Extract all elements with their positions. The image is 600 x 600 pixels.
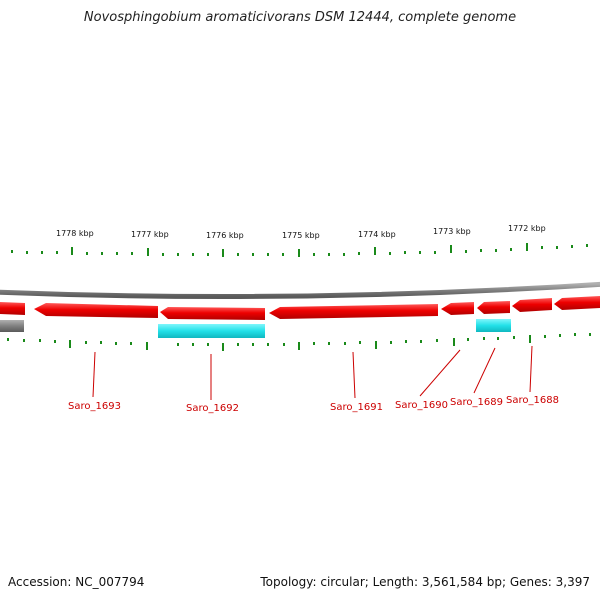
gene-arrow — [554, 296, 600, 310]
gene-arrow — [0, 302, 25, 315]
gene-arrow — [441, 302, 474, 315]
scale-label-1775: 1775 kbp — [282, 231, 320, 240]
scale-label-1776: 1776 kbp — [206, 231, 244, 240]
rna-feature — [476, 319, 511, 332]
accession-info: Accession: NC_007794 — [8, 575, 145, 589]
gene-arrow — [477, 301, 510, 314]
gene-arrow — [269, 304, 438, 319]
scale-label-1777: 1777 kbp — [131, 230, 169, 239]
lower-scale-ticks — [7, 333, 591, 351]
gene-track — [0, 296, 600, 320]
genome-backbone — [0, 281, 600, 299]
gene-label-saro-1688: Saro_1688 — [506, 395, 559, 406]
gene-label-leaders — [92, 345, 533, 400]
gene-label-saro-1690: Saro_1690 — [395, 400, 448, 411]
genome-title: Novosphingobium aromaticivorans DSM 1244… — [83, 10, 517, 25]
upper-scale-ticks — [11, 243, 588, 257]
rna-track — [0, 319, 511, 338]
scale-label-1774: 1774 kbp — [358, 230, 396, 239]
gene-label-saro-1689: Saro_1689 — [450, 397, 503, 408]
scale-label-1772: 1772 kbp — [508, 224, 546, 233]
gene-arrow — [160, 307, 265, 320]
gene-label-saro-1693: Saro_1693 — [68, 401, 121, 412]
gene-arrow — [34, 303, 158, 318]
scale-label-1773: 1773 kbp — [433, 227, 471, 236]
genome-summary: Topology: circular; Length: 3,561,584 bp… — [260, 575, 590, 589]
grey-feature — [0, 320, 24, 332]
rna-feature — [158, 324, 265, 338]
scale-label-1778: 1778 kbp — [56, 229, 94, 238]
gene-label-saro-1691: Saro_1691 — [330, 402, 383, 413]
gene-label-saro-1692: Saro_1692 — [186, 403, 239, 414]
gene-arrow — [512, 298, 552, 312]
